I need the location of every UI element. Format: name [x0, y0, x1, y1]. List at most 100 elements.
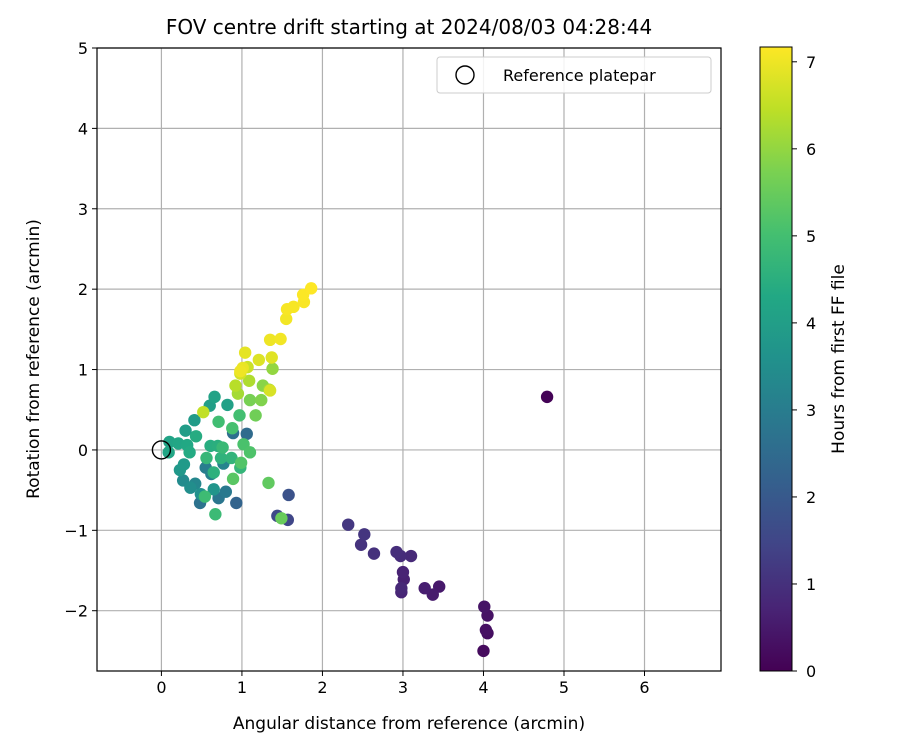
chart-title: FOV centre drift starting at 2024/08/03 …	[166, 15, 652, 39]
x-axis-label: Angular distance from reference (arcmin)	[233, 714, 585, 734]
data-point	[477, 644, 490, 658]
data-point	[342, 518, 355, 531]
reference-platepar-marker	[151, 440, 172, 460]
data-point	[238, 346, 252, 359]
grid-lines	[97, 47, 721, 671]
data-point	[207, 483, 220, 496]
data-point	[212, 415, 225, 428]
data-point	[197, 405, 210, 419]
data-point	[274, 332, 287, 346]
x-tick-label: 0	[156, 678, 166, 697]
data-point	[179, 424, 192, 437]
x-tick-label: 4	[478, 678, 488, 697]
y-tick-label: −1	[64, 521, 88, 540]
y-axis-ticks: −2 −1 0 1 2 3 4 5	[64, 39, 97, 621]
data-point	[275, 512, 288, 525]
colorbar-ticks: 0 1 2 3 4 5 6 7	[792, 53, 816, 681]
data-point	[478, 600, 491, 613]
data-point	[358, 528, 371, 541]
data-points	[162, 282, 554, 658]
legend-box	[436, 56, 712, 94]
data-point	[219, 485, 233, 498]
colorbar-tick-label: 1	[806, 575, 816, 594]
data-point	[207, 466, 220, 479]
reference-marker-group	[151, 440, 172, 460]
y-tick-label: −2	[64, 602, 88, 621]
legend: Reference platepar	[436, 56, 712, 94]
data-point	[188, 413, 201, 427]
data-point	[225, 451, 238, 465]
colorbar-tick-label: 3	[806, 401, 816, 420]
data-point	[189, 430, 203, 443]
colorbar-tick-label: 0	[806, 662, 816, 681]
data-point	[242, 374, 256, 388]
data-point	[162, 446, 175, 459]
data-point	[280, 312, 293, 326]
y-tick-label: 3	[78, 200, 88, 219]
colorbar-label: Hours from first FF file	[829, 264, 849, 454]
data-point	[540, 390, 554, 404]
data-point	[304, 282, 318, 295]
data-point	[243, 393, 257, 407]
x-tick-label: 6	[639, 678, 649, 697]
data-point	[287, 300, 300, 314]
data-point	[234, 456, 248, 469]
data-point	[266, 362, 279, 375]
data-point	[265, 351, 278, 364]
data-point	[208, 390, 221, 404]
data-point	[209, 508, 222, 521]
data-point	[234, 364, 247, 378]
data-point	[396, 565, 410, 579]
y-tick-label: 1	[78, 361, 88, 380]
colorbar: 0 1 2 3 4 5 6 7 Hours from first FF file	[759, 46, 849, 681]
data-point	[249, 409, 262, 422]
y-tick-label: 5	[78, 39, 88, 58]
data-point	[184, 481, 197, 494]
data-point	[418, 582, 431, 595]
plot-frame	[96, 47, 722, 672]
data-point	[214, 451, 228, 465]
colorbar-tick-label: 7	[806, 53, 816, 72]
data-point	[354, 538, 368, 551]
data-point	[390, 545, 403, 559]
y-tick-label: 4	[78, 119, 88, 138]
data-point	[252, 353, 266, 367]
data-point	[255, 393, 268, 407]
y-tick-label: 2	[78, 280, 88, 299]
y-tick-label: 0	[78, 441, 88, 460]
data-point	[404, 549, 418, 563]
data-point	[240, 427, 253, 441]
data-point	[233, 409, 246, 422]
data-point	[198, 490, 212, 503]
data-point	[226, 422, 239, 435]
x-tick-label: 3	[398, 678, 408, 697]
data-point	[263, 333, 277, 347]
colorbar-tick-label: 6	[806, 140, 816, 159]
legend-marker-circle	[455, 65, 475, 85]
x-axis-ticks: 0 1 2 3 4 5 6	[156, 671, 650, 697]
data-point	[243, 446, 257, 459]
data-point	[229, 379, 242, 392]
colorbar-tick-label: 2	[806, 488, 816, 507]
data-point	[200, 451, 213, 465]
x-tick-label: 5	[559, 678, 569, 697]
legend-label: Reference platepar	[503, 66, 656, 85]
data-point	[230, 496, 243, 510]
data-point	[263, 384, 277, 397]
data-point	[183, 446, 196, 459]
data-point	[395, 582, 408, 595]
colorbar-gradient	[759, 46, 793, 672]
data-point	[177, 458, 191, 471]
data-point	[282, 488, 295, 502]
data-point	[221, 398, 234, 412]
data-point	[367, 547, 381, 560]
colorbar-tick-label: 5	[806, 227, 816, 246]
colorbar-tick-label: 4	[806, 314, 816, 333]
data-point	[479, 623, 493, 637]
y-axis-label: Rotation from reference (arcmin)	[24, 219, 44, 499]
data-point	[226, 472, 240, 486]
data-point	[216, 441, 229, 454]
x-tick-label: 1	[237, 678, 247, 697]
x-tick-label: 2	[317, 678, 327, 697]
